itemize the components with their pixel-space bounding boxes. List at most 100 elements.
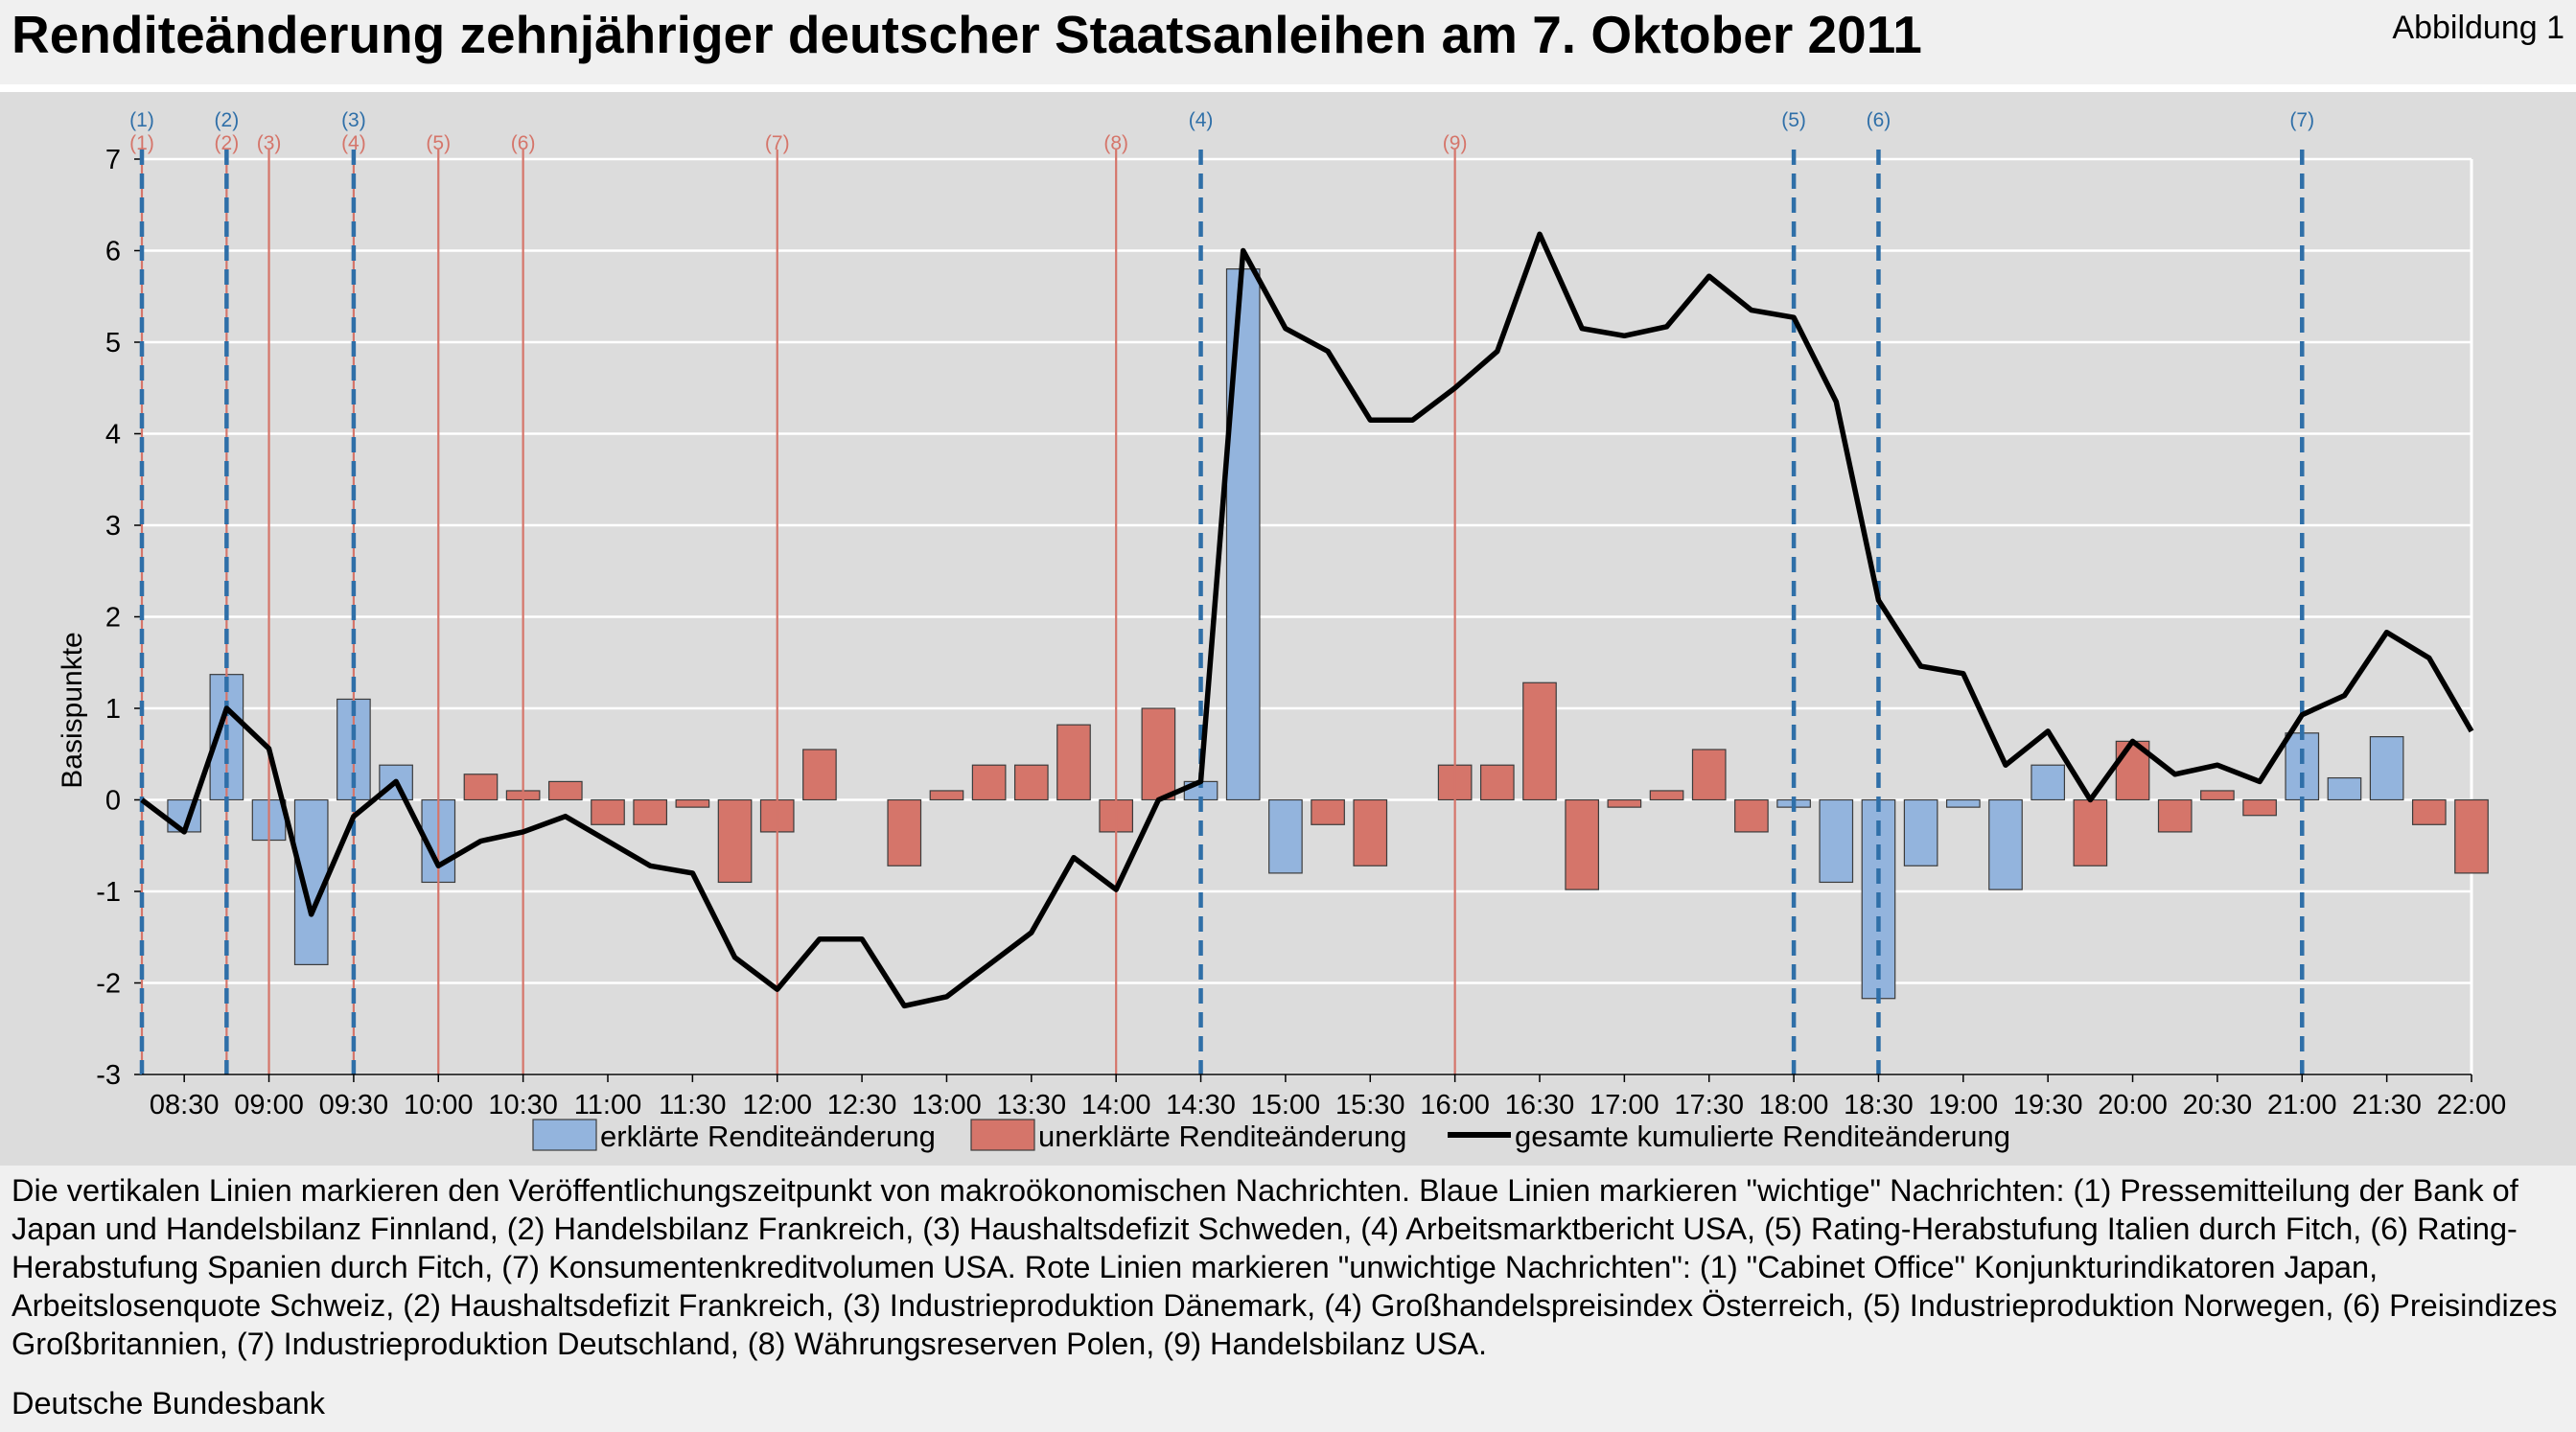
bar-explained <box>2285 732 2320 801</box>
bar-unexplained <box>547 780 583 801</box>
news-lines: (1) (2) (3) (4) (5) (6) (7) (8) (9)(1) (2) (3) (4)(… <box>129 109 2314 1074</box>
x-tick-label: 22:00 <box>2437 1090 2507 1120</box>
y-tick-label: -1 <box>96 877 121 908</box>
bar-unexplained <box>887 798 922 866</box>
x-tick-label: 10:30 <box>488 1090 558 1120</box>
bar-explained <box>2369 736 2404 801</box>
bar-unexplained <box>675 798 710 808</box>
x-tick-label: 16:00 <box>1420 1090 1490 1120</box>
bar-explained <box>2327 776 2362 801</box>
x-tick-label: 15:00 <box>1251 1090 1321 1120</box>
y-tick-label: 2 <box>105 603 121 634</box>
news-label-minor: (9) <box>1443 132 1468 154</box>
x-tick-label: 20:00 <box>2098 1090 2168 1120</box>
x-tick-label: 14:30 <box>1166 1090 1236 1120</box>
x-tick-label: 21:30 <box>2352 1090 2422 1120</box>
x-tick-label: 17:00 <box>1590 1090 1659 1120</box>
chart: -3 -2 -1 0 1 2 3 4 5 6 7 Basispunkte (1) (2) (3) (4) (… <box>0 92 2576 1166</box>
x-tick-label: 09:30 <box>319 1090 389 1120</box>
bar-unexplained <box>1522 681 1557 801</box>
y-tick-label: 4 <box>105 420 121 450</box>
x-tick-label: 13:30 <box>997 1090 1067 1120</box>
bar-explained <box>2031 764 2066 801</box>
news-label-minor: (5) <box>426 132 451 154</box>
source-note: Deutsche Bundesbank <box>12 1386 326 1420</box>
bar-unexplained <box>2200 790 2235 801</box>
bar-explained <box>1988 798 2023 890</box>
x-tick-label: 10:00 <box>404 1090 474 1120</box>
news-label-minor: (6) <box>511 132 536 154</box>
news-label-major: (7) <box>2289 109 2314 131</box>
y-tick-label: -2 <box>96 969 121 1000</box>
bar-unexplained <box>1353 798 1388 866</box>
x-tick-label: 12:30 <box>827 1090 897 1120</box>
legend-swatch <box>970 1119 1035 1151</box>
bar-explained <box>1268 798 1303 874</box>
news-label-major: (3) <box>341 109 366 131</box>
legend-swatch <box>532 1119 597 1151</box>
y-tick-label: 6 <box>105 237 121 267</box>
bar-unexplained <box>2242 798 2277 817</box>
caption: Die vertikalen Linien markieren den Verö… <box>12 1173 2558 1361</box>
x-tick-label: 14:00 <box>1081 1090 1151 1120</box>
cumulative-line <box>140 231 2474 1009</box>
bar-unexplained <box>1565 798 1600 890</box>
chart-background <box>0 92 2576 1166</box>
bar-unexplained <box>591 798 625 825</box>
y-tick-label: 1 <box>105 694 121 725</box>
bar-unexplained <box>633 798 668 825</box>
bar-unexplained <box>1479 764 1515 801</box>
x-tick-label: 17:30 <box>1674 1090 1744 1120</box>
news-label-major: (2) <box>215 109 240 131</box>
legend-label: gesamte kumulierte Renditeänderung <box>1515 1120 2010 1153</box>
x-tick-label: 21:00 <box>2267 1090 2337 1120</box>
x-tick-label: 19:00 <box>1929 1090 1999 1120</box>
news-label-major: (4) <box>1189 109 1214 131</box>
news-label-minor: (2) <box>215 132 240 154</box>
y-tick-label: -3 <box>96 1060 121 1091</box>
news-label-minor: (7) <box>765 132 790 154</box>
news-label-minor: (3) <box>257 132 282 154</box>
bar-explained <box>1819 798 1854 884</box>
y-tick-label: 7 <box>105 145 121 175</box>
news-label-major: (6) <box>1867 109 1891 131</box>
x-tick-label: 11:30 <box>659 1090 726 1120</box>
bar-unexplained <box>2454 798 2489 874</box>
bar-unexplained <box>1734 798 1769 833</box>
news-label-major: (5) <box>1781 109 1806 131</box>
bar-explained <box>1225 268 1261 801</box>
bar-unexplained <box>929 790 964 801</box>
bar-unexplained <box>463 774 499 801</box>
bar-unexplained <box>1311 798 1345 825</box>
x-tick-label: 16:30 <box>1505 1090 1575 1120</box>
bar-unexplained <box>2073 798 2108 866</box>
bar-unexplained <box>802 749 837 801</box>
y-axis-label: Basispunkte <box>57 632 88 788</box>
bar-unexplained <box>1607 798 1642 808</box>
bar-unexplained <box>1056 724 1091 801</box>
header: Renditeänderung zehnjähriger deutscher S… <box>0 0 2576 86</box>
legend-label: erklärte Renditeänderung <box>600 1120 936 1153</box>
y-tick-label: 5 <box>105 328 121 358</box>
x-tick-label: 12:00 <box>742 1090 812 1120</box>
bar-unexplained <box>2411 798 2447 825</box>
legend: erklärte Renditeänderung unerklärte Rendi… <box>532 1119 2010 1153</box>
news-label-major: (1) <box>129 109 154 131</box>
x-axis: 08:30 09:00 09:30 10:00 10:30 11:00 11:30 12:00… <box>142 1074 2506 1120</box>
bar-unexplained <box>971 764 1007 801</box>
bar-unexplained <box>1649 790 1684 801</box>
bar-unexplained <box>2157 798 2193 833</box>
x-tick-label: 11:00 <box>574 1090 641 1120</box>
x-tick-label: 08:30 <box>150 1090 220 1120</box>
y-tick-label: 3 <box>105 511 121 542</box>
news-label-minor: (1) <box>129 132 154 154</box>
bar-explained <box>1945 798 1981 808</box>
x-tick-label: 18:30 <box>1844 1090 1914 1120</box>
bar-unexplained <box>1691 749 1727 801</box>
y-tick-label: 0 <box>105 786 121 817</box>
x-tick-label: 18:00 <box>1759 1090 1829 1120</box>
bar-explained <box>1903 798 1938 866</box>
legend-label: unerklärte Renditeänderung <box>1038 1120 1406 1153</box>
bar-unexplained <box>1141 707 1176 801</box>
x-tick-label: 09:00 <box>234 1090 304 1120</box>
